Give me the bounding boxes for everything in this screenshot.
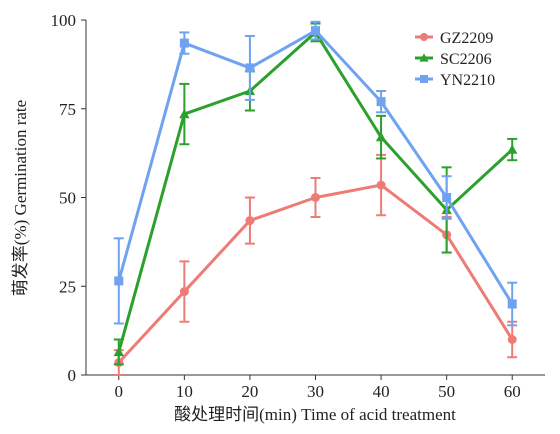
data-point <box>508 335 517 344</box>
x-tick-label: 60 <box>504 382 521 401</box>
data-point <box>114 347 124 356</box>
data-point <box>245 63 254 72</box>
x-tick-label: 20 <box>241 382 258 401</box>
legend-marker <box>420 75 428 83</box>
legend-marker <box>420 33 428 41</box>
x-ticks: 0 10 20 30 40 50 60 <box>115 375 521 401</box>
y-tick-label: 50 <box>59 189 76 208</box>
data-point <box>180 287 189 296</box>
x-axis-title: 酸处理时间(min) Time of acid treatment <box>174 405 456 424</box>
data-point <box>245 216 254 225</box>
data-point <box>311 26 320 35</box>
series-gz2209 <box>114 155 517 375</box>
x-tick-label: 0 <box>115 382 124 401</box>
data-point <box>442 193 451 202</box>
legend-label: SC2206 <box>440 51 492 68</box>
data-point <box>377 97 386 106</box>
y-tick-label: 100 <box>51 11 77 30</box>
data-point <box>114 276 123 285</box>
y-tick-label: 25 <box>59 277 76 296</box>
data-point <box>180 39 189 48</box>
x-tick-label: 40 <box>373 382 390 401</box>
legend: GZ2209 SC2206 YN2210 <box>415 30 495 89</box>
y-tick-label: 0 <box>68 366 77 385</box>
data-point <box>508 300 517 309</box>
y-ticks: 0 25 50 75 100 <box>51 11 87 385</box>
x-tick-label: 10 <box>176 382 193 401</box>
data-point <box>311 193 320 202</box>
legend-label: YN2210 <box>440 72 495 89</box>
legend-label: GZ2209 <box>440 30 493 47</box>
x-tick-label: 30 <box>307 382 324 401</box>
y-tick-label: 75 <box>59 100 76 119</box>
x-tick-label: 50 <box>438 382 455 401</box>
data-point <box>377 181 386 190</box>
data-point <box>507 144 517 153</box>
y-axis-title: 萌发率(%) Germination rate <box>11 100 30 296</box>
